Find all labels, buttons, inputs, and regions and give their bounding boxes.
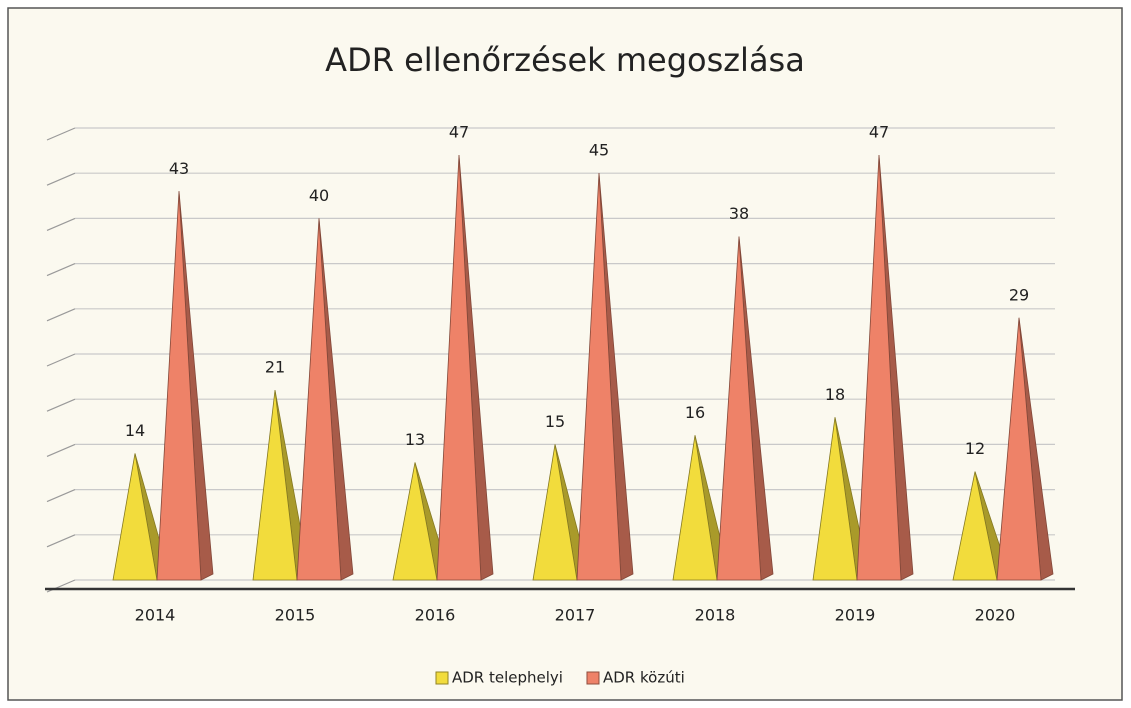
pyramid-front — [156, 191, 202, 581]
pyramid — [576, 173, 634, 581]
x-tick-label: 2018 — [695, 606, 736, 625]
value-label: 29 — [1009, 285, 1029, 304]
pyramid — [856, 155, 914, 581]
value-label: 47 — [449, 123, 469, 142]
legend-label: ADR közúti — [603, 669, 685, 687]
grid-line-depth — [46, 353, 76, 367]
pyramid-front — [296, 218, 342, 581]
pyramid-front — [576, 173, 622, 581]
value-label: 12 — [965, 439, 985, 458]
pyramid-front — [812, 417, 858, 581]
x-tick-label: 2015 — [275, 606, 316, 625]
value-label: 15 — [545, 412, 565, 431]
pyramid-front — [672, 435, 718, 581]
legend-label: ADR telephelyi — [452, 669, 563, 687]
value-label: 40 — [309, 186, 329, 205]
x-tick-label: 2019 — [835, 606, 876, 625]
grid-line-depth — [46, 217, 76, 231]
x-tick-label: 2016 — [415, 606, 456, 625]
pyramid — [716, 236, 774, 581]
pyramid-front — [532, 444, 578, 581]
value-label: 43 — [169, 159, 189, 178]
value-label: 47 — [869, 123, 889, 142]
grid-line-depth — [46, 489, 76, 503]
pyramid-front — [112, 453, 158, 581]
x-tick-label: 2017 — [555, 606, 596, 625]
value-label: 38 — [729, 204, 749, 223]
pyramid-front — [716, 236, 762, 581]
pyramid-front — [952, 471, 998, 581]
value-label: 16 — [685, 403, 705, 422]
x-tick-label: 2020 — [975, 606, 1016, 625]
pyramid-front — [996, 317, 1042, 581]
value-label: 13 — [405, 430, 425, 449]
legend-swatch — [435, 671, 449, 685]
grid-line-depth — [46, 172, 76, 186]
grid-line-depth — [46, 398, 76, 412]
grid-line-depth — [46, 263, 76, 277]
pyramid — [436, 155, 494, 581]
pyramid-front — [436, 155, 482, 581]
legend-swatch — [586, 671, 600, 685]
value-label: 45 — [589, 141, 609, 160]
pyramid-front — [252, 390, 298, 581]
pyramid — [156, 191, 214, 581]
grid-line-depth — [46, 443, 76, 457]
value-label: 21 — [265, 358, 285, 377]
pyramid — [996, 317, 1054, 581]
chart-title: ADR ellenőrzések megoszlása — [325, 41, 805, 79]
grid-line-depth — [46, 127, 76, 141]
grid-line-depth — [46, 308, 76, 322]
x-tick-label: 2014 — [135, 606, 176, 625]
pyramid-front — [856, 155, 902, 581]
value-label: 14 — [125, 421, 145, 440]
pyramid — [296, 218, 354, 581]
pyramid-front — [392, 462, 438, 581]
grid-line-depth — [46, 534, 76, 548]
value-label: 18 — [825, 385, 845, 404]
